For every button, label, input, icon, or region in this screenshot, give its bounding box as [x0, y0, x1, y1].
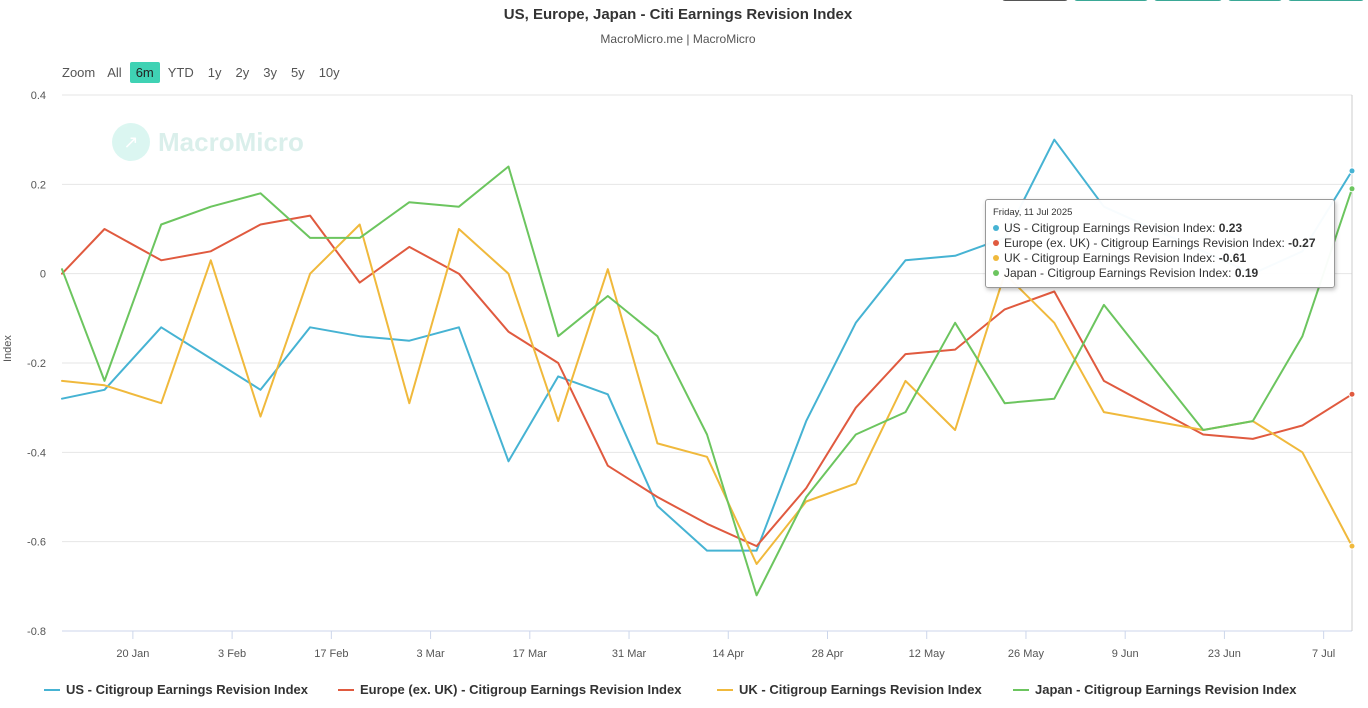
y-tick-label: 0 — [40, 269, 46, 281]
y-axis-label: Index — [2, 335, 14, 362]
legend-item-japan[interactable]: Japan - Citigroup Earnings Revision Inde… — [1013, 682, 1297, 697]
tooltip-value-uk: -0.61 — [1218, 251, 1247, 265]
watermark-text: MacroMicro — [158, 126, 304, 157]
chart-legend: US - Citigroup Earnings Revision Index E… — [0, 682, 1368, 702]
legend-item-europe[interactable]: Europe (ex. UK) - Citigroup Earnings Rev… — [338, 682, 681, 697]
x-tick-label: 17 Feb — [314, 648, 348, 660]
legend-label-uk: UK - Citigroup Earnings Revision Index — [739, 682, 982, 697]
tooltip-label-japan: Japan - Citigroup Earnings Revision Inde… — [1004, 266, 1232, 280]
y-tick-label: -0.4 — [27, 447, 46, 459]
zoom-5y-button[interactable]: 5y — [290, 64, 305, 80]
tooltip-value-europe: -0.27 — [1288, 236, 1316, 250]
macromicro-logo-icon: ↗ — [112, 123, 150, 161]
legend-item-us[interactable]: US - Citigroup Earnings Revision Index — [44, 682, 308, 697]
tooltip-label-us: US - Citigroup Earnings Revision Index: — [1004, 221, 1216, 235]
tooltip-row-us: US - Citigroup Earnings Revision Index: … — [993, 221, 1327, 236]
zoom-label: Zoom — [62, 64, 96, 80]
x-tick-label: 23 Jun — [1208, 648, 1241, 660]
legend-swatch-europe — [338, 688, 354, 691]
tooltip-row-uk: UK - Citigroup Earnings Revision Index: … — [993, 251, 1327, 266]
legend-swatch-uk — [717, 688, 733, 691]
hover-tooltip: Friday, 11 Jul 2025 US - Citigroup Earni… — [985, 199, 1335, 288]
toolbar-button-5[interactable] — [1288, 0, 1364, 1]
toolbar-button-3[interactable] — [1154, 0, 1222, 1]
x-tick-label: 31 Mar — [612, 648, 647, 660]
us-dot-icon — [993, 225, 999, 231]
japan-dot-icon — [993, 270, 999, 276]
x-tick-label: 20 Jan — [116, 648, 149, 660]
uk-dot-icon — [993, 255, 999, 261]
hover-point-1 — [1348, 390, 1356, 398]
toolbar-button-4[interactable] — [1228, 0, 1282, 1]
zoom-3y-button[interactable]: 3y — [263, 64, 277, 80]
x-tick-label: 17 Mar — [513, 648, 548, 660]
y-tick-label: 0.2 — [31, 179, 46, 191]
zoom-all-button[interactable]: All — [107, 64, 122, 80]
x-tick-label: 26 May — [1008, 648, 1045, 660]
tooltip-value-japan: 0.19 — [1234, 266, 1259, 280]
legend-swatch-us — [44, 688, 60, 691]
zoom-6m-button[interactable]: 6m — [129, 61, 160, 83]
y-tick-label: -0.8 — [27, 626, 46, 638]
y-tick-label: -0.2 — [27, 358, 46, 370]
zoom-bar: Zoom All 6m YTD 1y 2y 3y 5y 10y — [62, 61, 348, 83]
legend-label-europe: Europe (ex. UK) - Citigroup Earnings Rev… — [360, 682, 682, 697]
series-line-3[interactable] — [61, 165, 1353, 597]
x-tick-label: 14 Apr — [712, 648, 744, 660]
tooltip-row-japan: Japan - Citigroup Earnings Revision Inde… — [993, 266, 1327, 281]
y-tick-label: 0.4 — [31, 90, 46, 102]
legend-item-uk[interactable]: UK - Citigroup Earnings Revision Index — [717, 682, 982, 697]
tooltip-row-europe: Europe (ex. UK) - Citigroup Earnings Rev… — [993, 236, 1327, 251]
hover-point-2 — [1348, 542, 1356, 550]
tooltip-value-us: 0.23 — [1218, 221, 1243, 235]
legend-label-japan: Japan - Citigroup Earnings Revision Inde… — [1035, 682, 1297, 697]
hover-point-0 — [1348, 167, 1356, 175]
zoom-1y-button[interactable]: 1y — [207, 64, 222, 80]
tooltip-label-europe: Europe (ex. UK) - Citigroup Earnings Rev… — [1004, 236, 1285, 250]
zoom-ytd-button[interactable]: YTD — [167, 64, 194, 80]
toolbar-button-2[interactable] — [1074, 0, 1148, 1]
series-line-2[interactable] — [61, 223, 1353, 565]
europe-dot-icon — [993, 240, 999, 246]
legend-swatch-japan — [1013, 688, 1029, 691]
tooltip-date: Friday, 11 Jul 2025 — [993, 207, 1073, 218]
x-tick-label: 12 May — [909, 648, 946, 660]
x-tick-label: 28 Apr — [812, 648, 844, 660]
x-tick-label: 7 Jul — [1312, 648, 1335, 660]
x-tick-label: 9 Jun — [1112, 648, 1139, 660]
series-line-1[interactable] — [61, 214, 1353, 548]
zoom-10y-button[interactable]: 10y — [318, 64, 340, 80]
toolbar-button-1[interactable] — [1002, 0, 1068, 1]
zoom-2y-button[interactable]: 2y — [235, 64, 250, 80]
chart-title: US, Europe, Japan - Citi Earnings Revisi… — [503, 6, 853, 23]
legend-label-us: US - Citigroup Earnings Revision Index — [66, 682, 308, 697]
tooltip-label-uk: UK - Citigroup Earnings Revision Index: — [1004, 251, 1216, 265]
x-tick-label: 3 Feb — [218, 648, 246, 660]
x-tick-label: 3 Mar — [417, 648, 445, 660]
y-tick-label: -0.6 — [27, 537, 46, 549]
chart-subtitle: MacroMicro.me | MacroMicro — [600, 32, 756, 46]
watermark: ↗ MacroMicro — [112, 123, 304, 161]
hover-point-3 — [1348, 185, 1356, 193]
